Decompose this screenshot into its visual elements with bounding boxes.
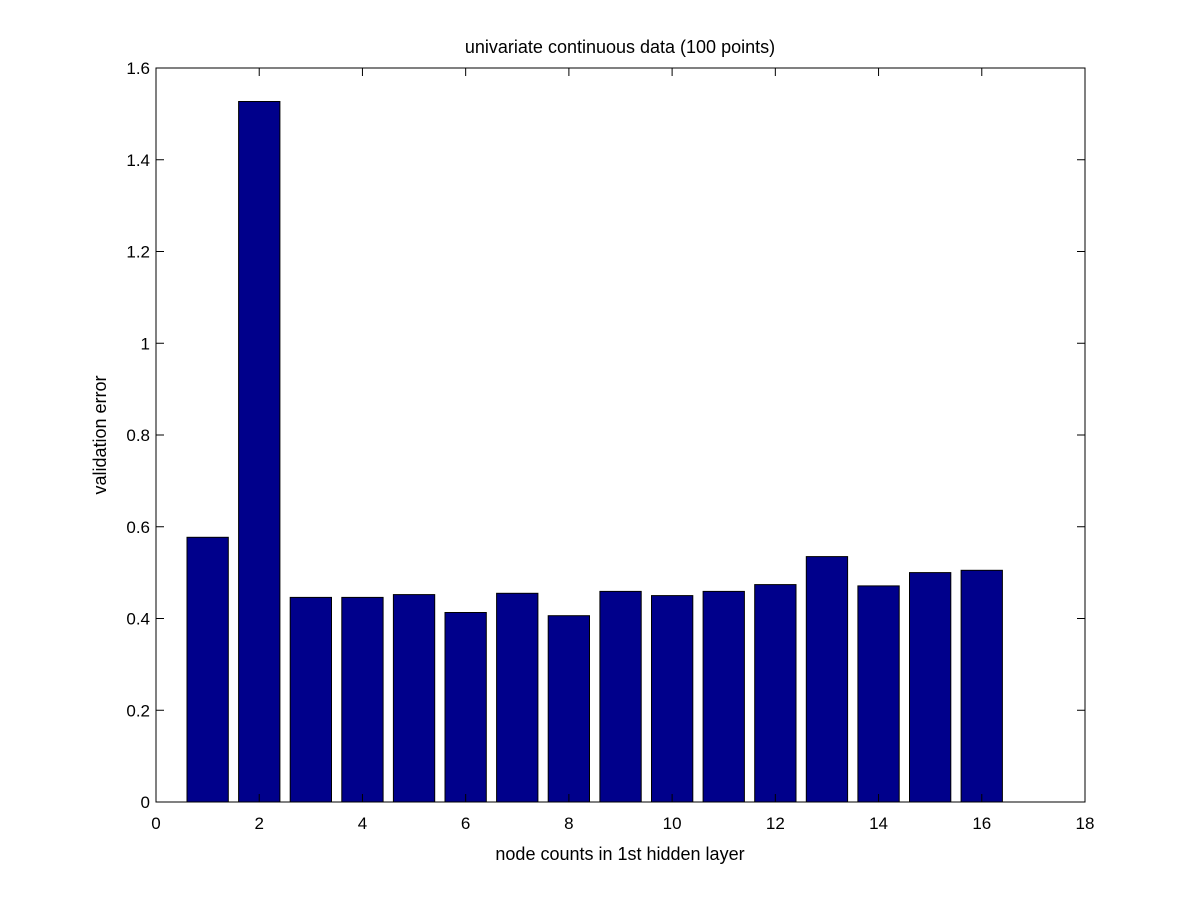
y-tick-label: 0.8 bbox=[126, 426, 150, 445]
x-tick-label: 10 bbox=[663, 814, 682, 833]
x-axis-label: node counts in 1st hidden layer bbox=[495, 844, 744, 864]
bar-1 bbox=[186, 536, 229, 803]
y-axis-ticks: 0 0.2 0.4 0.6 0.8 1 1.2 1.4 1.6 bbox=[126, 59, 1085, 812]
bar-9 bbox=[599, 590, 642, 803]
chart-title: univariate continuous data (100 points) bbox=[465, 37, 775, 57]
y-tick-label: 0.4 bbox=[126, 610, 150, 629]
bar-7 bbox=[496, 592, 539, 803]
y-axis-label: validation error bbox=[90, 375, 110, 494]
y-tick-label: 1.6 bbox=[126, 59, 150, 78]
bar-8 bbox=[547, 615, 591, 803]
y-tick-label: 1.4 bbox=[126, 151, 150, 170]
bar-14 bbox=[857, 585, 900, 803]
x-tick-label: 6 bbox=[461, 814, 470, 833]
x-tick-label: 12 bbox=[766, 814, 785, 833]
x-tick-label: 8 bbox=[564, 814, 573, 833]
y-tick-label: 0.2 bbox=[126, 701, 150, 720]
bar-5 bbox=[392, 594, 436, 803]
x-axis-ticks: 0 2 4 6 8 10 12 14 16 18 bbox=[151, 68, 1094, 833]
bar-13 bbox=[805, 556, 849, 803]
bar-2 bbox=[238, 101, 281, 803]
bar-10 bbox=[651, 595, 694, 803]
plot-frame bbox=[155, 67, 1086, 803]
x-tick-label: 4 bbox=[358, 814, 367, 833]
x-tick-label: 16 bbox=[972, 814, 991, 833]
y-tick-label: 0.6 bbox=[126, 518, 150, 537]
y-tick-label: 1.2 bbox=[126, 243, 150, 262]
x-tick-label: 2 bbox=[254, 814, 263, 833]
y-tick-label: 0 bbox=[141, 793, 150, 812]
bar-12 bbox=[754, 584, 797, 803]
x-tick-label: 18 bbox=[1076, 814, 1095, 833]
bar-16 bbox=[960, 569, 1003, 803]
x-tick-label: 0 bbox=[151, 814, 160, 833]
bar-4 bbox=[341, 596, 384, 803]
bars bbox=[186, 101, 1003, 803]
bar-11 bbox=[702, 590, 745, 803]
bar-3 bbox=[289, 596, 333, 803]
x-tick-label: 14 bbox=[869, 814, 888, 833]
y-tick-label: 1 bbox=[141, 334, 150, 353]
bar-6 bbox=[444, 612, 487, 803]
bar-15 bbox=[909, 572, 952, 803]
